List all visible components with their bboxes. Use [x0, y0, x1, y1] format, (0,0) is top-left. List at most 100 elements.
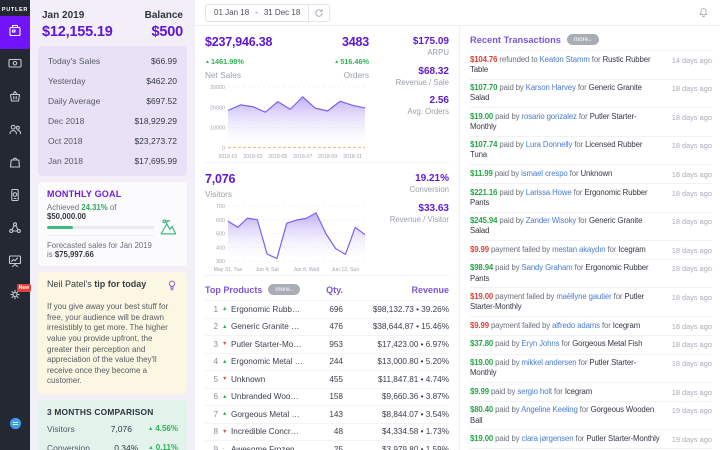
transaction-row[interactable]: $104.76 refunded to Keaton Stamm for Rus… — [470, 50, 712, 79]
transaction-amount: $107.70 — [470, 83, 497, 92]
customer-link[interactable]: Zander Wisoky — [526, 216, 576, 225]
summary-label: Today's Sales — [48, 56, 100, 66]
sidebar-item-orders[interactable] — [0, 148, 30, 181]
refresh-icon[interactable] — [308, 5, 329, 21]
svg-text:10000: 10000 — [210, 126, 225, 132]
sidebar-item-payments[interactable] — [0, 49, 30, 82]
sidebar-item-customers[interactable] — [0, 115, 30, 148]
transaction-product: Icegram — [565, 387, 592, 396]
transaction-row[interactable]: $19.00 payment failed by maëllyne gautie… — [470, 287, 712, 316]
svg-text:400: 400 — [216, 245, 225, 251]
summary-row: Today's Sales $66.99 — [48, 51, 177, 71]
content-area: $237,946.38 1461.98% Net Sales 3483 516.… — [195, 26, 720, 450]
summary-row: Jan 2018$17,695.99 — [48, 151, 177, 171]
transaction-row[interactable]: $245.94 paid by Zander Wisoky for Generi… — [470, 212, 712, 241]
sidebar-item-insights[interactable] — [0, 247, 30, 280]
transaction-row[interactable]: $98.94 paid by Sandy Graham for Ergonomi… — [470, 259, 712, 288]
visitors-stats-block: 7,076 Visitors 300400500600700May 31, Tu… — [205, 163, 449, 276]
customers-icon — [7, 121, 23, 142]
svg-text:2018-03: 2018-03 — [243, 154, 262, 160]
transaction-product: Icegram — [613, 321, 640, 330]
svg-text:700: 700 — [216, 204, 225, 210]
transaction-amount: $9.99 — [470, 387, 489, 396]
transaction-amount: $19.00 — [470, 434, 493, 443]
net-sales-stat: $237,946.38 1461.98% Net Sales — [205, 33, 308, 80]
avg-orders-value: 2.56 — [377, 95, 449, 106]
customer-link[interactable]: maëllyne gautier — [556, 292, 611, 301]
customer-link[interactable]: Eryn Johns — [522, 339, 560, 348]
customer-link[interactable]: Lura Donnelly — [526, 140, 573, 149]
product-row[interactable]: 3Putler Starter-Monthly953$17,423.00 • 6… — [205, 335, 449, 353]
transactions-more-button[interactable]: more.. — [567, 34, 599, 45]
product-row[interactable]: 6Unbranded Wooden Salad158$9,660.36 • 3.… — [205, 388, 449, 406]
transaction-time: 19 days ago — [666, 405, 712, 426]
transaction-time: 18 days ago — [666, 140, 712, 161]
sidebar-item-products[interactable] — [0, 82, 30, 115]
product-row[interactable]: 8Incredible Concrete Mou...48$4,334.58 •… — [205, 423, 449, 441]
visitors-chart: 300400500600700May 31, TueJun 4, SatJun … — [205, 201, 369, 273]
transaction-row[interactable]: $19.00 paid by rosario gonzalez for Putl… — [470, 107, 712, 136]
customer-link[interactable]: Angeline Keeling — [521, 405, 578, 414]
customer-link[interactable]: Larissa Howe — [526, 188, 572, 197]
transaction-row[interactable]: $80.40 paid by Angeline Keeling for Gorg… — [470, 401, 712, 430]
transaction-row[interactable]: $19.00 paid by mikkel andersen for Putle… — [470, 354, 712, 383]
top-products-more-button[interactable]: more.. — [268, 284, 300, 295]
product-qty: 244 — [303, 357, 343, 366]
transaction-row[interactable]: $9.99 paid by sergio holt for Icegram18 … — [470, 382, 712, 401]
product-row[interactable]: 9Awesome Frozen Pants25$3,979.80 • 1.59% — [205, 440, 449, 450]
transaction-row[interactable]: $107.74 paid by Lura Donnelly for Licens… — [470, 136, 712, 165]
sidebar-item-subscriptions[interactable] — [0, 181, 30, 214]
sidebar-item-audience[interactable] — [0, 214, 30, 247]
trend-flat-icon — [222, 446, 231, 450]
date-range-picker[interactable]: 01 Jan 18 - 31 Dec 18 — [205, 4, 330, 22]
sidebar-item-support-chat[interactable] — [0, 409, 30, 442]
product-row[interactable]: 1Ergonomic Rubber Pants696$98,132.73 • 3… — [205, 300, 449, 318]
customer-link[interactable]: mikkel andersen — [522, 358, 577, 367]
transaction-row[interactable]: $221.16 paid by Larissa Howe for Ergonom… — [470, 183, 712, 212]
customer-link[interactable]: clara jørgensen — [522, 434, 574, 443]
product-row[interactable]: 5Unknown455$11,847.81 • 4.74% — [205, 370, 449, 388]
customer-link[interactable]: Karson Harvey — [526, 83, 576, 92]
transaction-row[interactable]: $19.00 paid by clara jørgensen for Putle… — [470, 429, 712, 448]
transactions-title: Recent Transactions — [470, 35, 561, 45]
customer-link[interactable]: rosario gonzalez — [522, 112, 577, 121]
customer-link[interactable]: Sandy Graham — [522, 263, 573, 272]
transaction-amount: $19.00 — [470, 112, 493, 121]
notifications-bell-icon[interactable] — [697, 6, 710, 19]
customer-link[interactable]: Keaton Stamm — [540, 55, 590, 64]
transaction-row[interactable]: $37.80 paid by Eryn Johns for Gorgeous M… — [470, 335, 712, 354]
arpu-label: ARPU — [377, 48, 449, 58]
svg-text:2018-07: 2018-07 — [293, 154, 312, 160]
transaction-product: Gorgeous Metal Fish — [572, 339, 642, 348]
trend-up-icon — [222, 394, 231, 400]
transaction-row[interactable]: $9.99 payment failed by alfredo adams fo… — [470, 316, 712, 335]
svg-text:Jun 4, Sat: Jun 4, Sat — [255, 267, 279, 273]
revenue-per-sale-stat: $68.32 Revenue / Sale — [377, 66, 449, 88]
presentation-icon — [7, 253, 23, 274]
customer-link[interactable]: mestan akaydın — [552, 245, 605, 254]
achieved-prefix: Achieved — [47, 203, 79, 212]
tip-title: Neil Patel's tip for today — [47, 279, 146, 289]
current-month-total: $12,155.19 — [42, 24, 113, 40]
transaction-row[interactable]: $107.70 paid by Karson Harvey for Generi… — [470, 79, 712, 108]
sidebar-item-integrations[interactable]: New — [0, 280, 30, 313]
transaction-row[interactable]: $11.99 paid by ismael crespo for Unknown… — [470, 164, 712, 183]
product-row[interactable]: 4Ergonomic Metal Shoes244$13,000.80 • 5.… — [205, 353, 449, 371]
customer-link[interactable]: sergio holt — [517, 387, 552, 396]
comparison-label: Conversion — [47, 443, 90, 450]
transaction-row[interactable]: $9.99 payment failed by mestan akaydın f… — [470, 240, 712, 259]
transaction-text: $221.16 paid by Larissa Howe for Ergonom… — [470, 188, 666, 209]
product-rank: 8 — [205, 427, 218, 436]
sidebar-item-sales[interactable] — [0, 16, 30, 49]
comparison-change: 0.11% — [138, 443, 178, 450]
customer-link[interactable]: ismael crespo — [521, 169, 568, 178]
product-row[interactable]: 7Gorgeous Metal Fish143$8,844.07 • 3.54% — [205, 405, 449, 423]
svg-text:2018-11: 2018-11 — [343, 154, 362, 160]
product-row[interactable]: 2Generic Granite Salad476$38,644.87 • 15… — [205, 318, 449, 336]
product-revenue: $3,979.80 • 1.59% — [343, 445, 449, 450]
customer-link[interactable]: alfredo adams — [552, 321, 600, 330]
summary-value: $66.99 — [151, 56, 177, 66]
basket-icon — [7, 88, 23, 109]
transaction-text: $19.00 paid by mikkel andersen for Putle… — [470, 358, 666, 379]
transaction-time: 18 days ago — [666, 292, 712, 313]
